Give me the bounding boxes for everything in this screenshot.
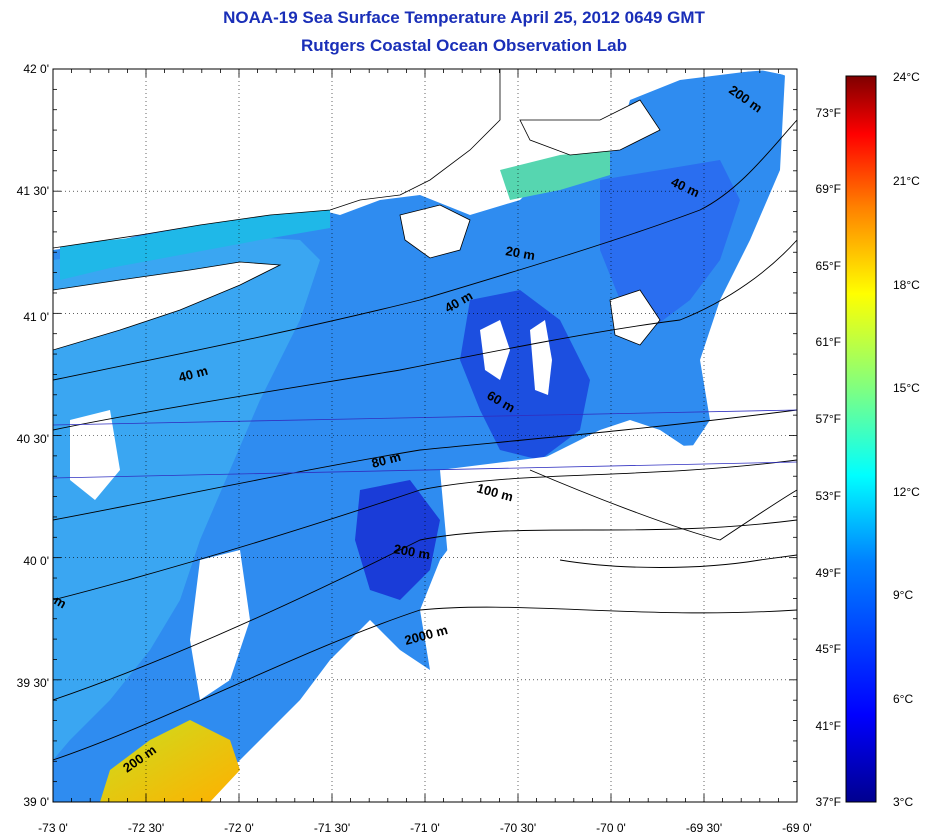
f-label: 65°F — [816, 259, 841, 273]
land-mainland — [53, 69, 501, 249]
lon-label: -70 0' — [596, 821, 626, 835]
depth-label-80m: 80 m — [370, 449, 403, 471]
cloud-gap-1 — [480, 320, 510, 380]
cb-label: 15°C — [893, 381, 920, 395]
sst-sound-water — [60, 210, 330, 280]
f-label: 57°F — [816, 412, 841, 426]
lat-label: 39 30' — [17, 676, 49, 690]
lon-label: -72 0' — [224, 821, 254, 835]
lon-label: -71 0' — [410, 821, 440, 835]
lon-label: -70 30' — [500, 821, 536, 835]
graticule — [53, 69, 797, 802]
sst-warm-corner — [100, 720, 240, 802]
lon-label: -72 30' — [128, 821, 164, 835]
cb-label: 6°C — [893, 692, 913, 706]
lon-label: -73 0' — [38, 821, 68, 835]
map-title: NOAA-19 Sea Surface Temperature April 25… — [223, 8, 705, 27]
f-label: 73°F — [816, 106, 841, 120]
cb-label: 12°C — [893, 485, 920, 499]
longitude-labels: -73 0' -72 30' -72 0' -71 30' -71 0' -70… — [38, 821, 812, 835]
lat-label: 41 30' — [17, 184, 49, 198]
land-marthas-vineyard — [399, 204, 471, 259]
sst-cold-patch-2 — [355, 480, 440, 600]
land-cape-cod — [519, 99, 661, 156]
f-label: 69°F — [816, 182, 841, 196]
colorbar — [845, 75, 877, 803]
land-long-island — [53, 261, 282, 351]
lat-label: 42 0' — [23, 62, 49, 76]
lat-label: 40 30' — [17, 432, 49, 446]
colorbar-labels: 24°C 21°C 18°C 15°C 12°C 9°C 6°C 3°C — [893, 70, 920, 809]
lon-label: -69 0' — [782, 821, 812, 835]
cloud-gap-3 — [190, 550, 250, 700]
f-label: 41°F — [816, 719, 841, 733]
f-label: 37°F — [816, 795, 841, 809]
depth-label-200m-mid: 200 m — [392, 541, 431, 562]
cb-label: 18°C — [893, 278, 920, 292]
lat-label: 40 0' — [23, 554, 49, 568]
latitude-labels: 42 0' 41 30' 41 0' 40 30' 40 0' 39 30' 3… — [17, 62, 49, 809]
f-label: 61°F — [816, 335, 841, 349]
f-label: 49°F — [816, 566, 841, 580]
cb-label: 21°C — [893, 174, 920, 188]
lat-label: 39 0' — [23, 795, 49, 809]
cb-label: 3°C — [893, 795, 913, 809]
depth-label-20m: 20 m — [504, 243, 536, 263]
lon-label: -71 30' — [314, 821, 350, 835]
map-subtitle: Rutgers Coastal Ocean Observation Lab — [301, 36, 627, 55]
f-label: 53°F — [816, 489, 841, 503]
lat-label: 41 0' — [23, 310, 49, 324]
cloud-gap-2 — [530, 320, 552, 395]
cb-label: 9°C — [893, 588, 913, 602]
cb-label: 24°C — [893, 70, 920, 84]
depth-label-40m-west: 40 m — [177, 363, 210, 385]
f-label: 45°F — [816, 642, 841, 656]
sst-warm-nearshore — [500, 150, 610, 200]
bathymetry-contours — [53, 119, 797, 761]
lon-label: -69 30' — [686, 821, 722, 835]
sst-cold-patch-3 — [600, 160, 740, 330]
sst-imagery — [53, 69, 797, 802]
axis-ticks — [52, 68, 798, 803]
fahrenheit-labels: 73°F 69°F 65°F 61°F 57°F 53°F 49°F 45°F … — [816, 106, 841, 809]
cloud-gap-top — [560, 69, 797, 120]
